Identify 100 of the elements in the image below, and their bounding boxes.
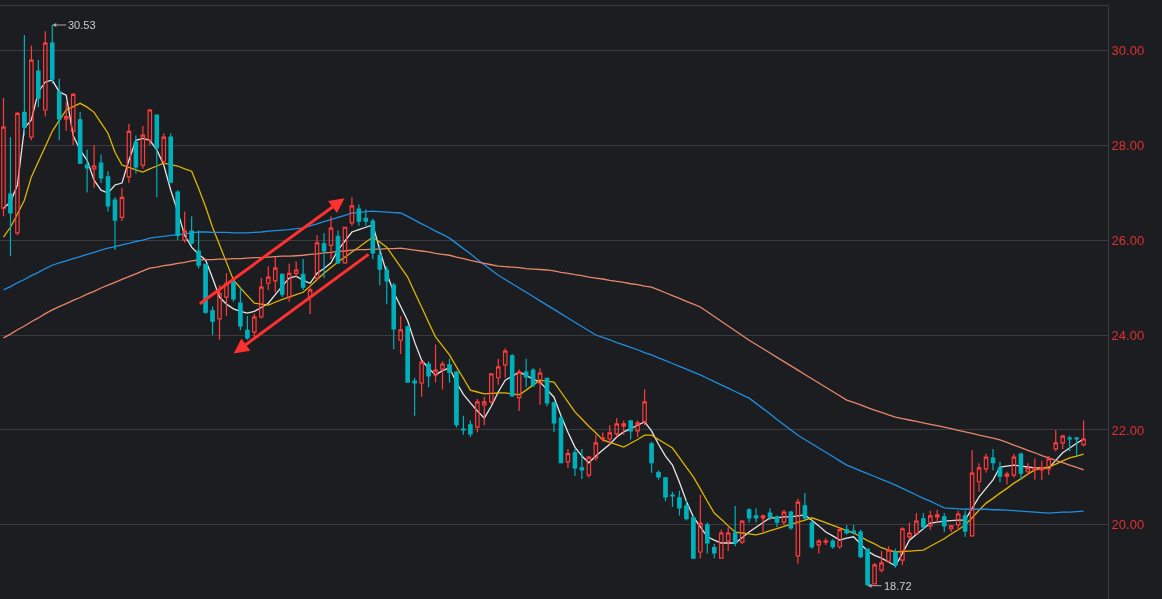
candlestick [809,519,815,550]
candlestick [126,123,132,184]
candlestick [112,196,118,251]
candlestick [781,509,787,526]
candlestick [718,529,724,559]
candlestick [886,545,891,564]
candlestick [1067,435,1072,452]
annotation: 30.53 [68,19,96,31]
candlestick [433,343,438,384]
candlestick [858,529,863,559]
line-series [2,210,1085,514]
candlestick [830,538,836,550]
candlestick [1053,429,1059,452]
candlestick [1074,436,1079,457]
candlestick [252,313,257,338]
candlestick [77,111,83,164]
candlestick [649,441,654,474]
candlestick [872,562,877,585]
candlestick [495,358,501,386]
candlestick [1025,462,1031,476]
candlestick [461,415,466,436]
y-tick-label: 24.00 [1111,327,1145,343]
candlestick [405,324,410,384]
candlestick [705,521,710,555]
candlestick [1046,455,1052,476]
candlestick [725,526,731,552]
candlestick [412,377,417,417]
candlestick [391,282,397,350]
candlestick [468,419,473,438]
candlestick [1039,460,1045,481]
candlestick [635,419,640,438]
candlestick [196,229,201,270]
candlestick [84,149,90,194]
candlestick [370,218,376,260]
candlestick [426,360,431,388]
candlestick [147,108,153,146]
candlestick [293,260,299,279]
candlestick [98,154,104,184]
candlestick [502,347,508,379]
candlestick [475,398,480,433]
candlestick [565,448,571,469]
candlestick [621,419,626,436]
candlestick [377,244,383,286]
candlestick [774,514,780,528]
candlestick [962,510,968,538]
candlestick [286,263,292,303]
candlestick [572,448,578,477]
candlestick [189,215,194,246]
candlestick [265,265,271,291]
candlestick [161,132,167,165]
candlestick [593,434,599,462]
candlestick [356,203,362,227]
candlestick [656,469,661,481]
candlestick [607,424,613,445]
candlestick [955,510,961,531]
candlestick [272,256,278,293]
candlestick [983,453,989,474]
candlestick [844,524,849,536]
candlestick [711,543,717,559]
candlestick [921,512,926,531]
candlestick [384,265,390,305]
candlestick [523,358,529,388]
candlestick [927,510,933,531]
candlestick [105,170,111,213]
candlestick [579,448,585,480]
candlestick [586,455,592,479]
candlestick [997,461,1003,483]
candlestick [63,101,69,132]
candlestick [691,514,696,559]
candlestick [36,59,41,108]
candlestick [154,114,160,198]
candlestick [245,315,250,341]
candlestick [614,417,620,438]
candlestick [29,44,34,141]
candlestick [182,210,187,244]
candlestick [907,521,912,540]
candlestick [851,524,856,536]
candlestick [22,34,27,137]
candlestick [349,196,355,227]
candlestick [823,537,829,546]
candlestick [1011,453,1017,479]
candlestick [42,30,48,118]
candlestick [300,258,306,291]
y-tick-label: 28.00 [1111,137,1145,153]
candlestick [175,189,181,241]
candlestick [398,315,403,355]
candlestick [698,494,703,559]
y-tick-label: 26.00 [1111,232,1145,248]
candlestick [419,360,424,398]
candlestick [70,92,76,146]
candlestick [91,144,97,189]
candlestick [321,232,327,279]
candlestick [133,135,139,175]
candlestick [210,305,215,336]
candlestick [15,111,20,236]
candlestick [934,509,940,524]
candlestick [900,526,905,566]
candlestick [746,507,752,524]
candlestick [879,550,884,574]
candlestick [537,367,543,406]
